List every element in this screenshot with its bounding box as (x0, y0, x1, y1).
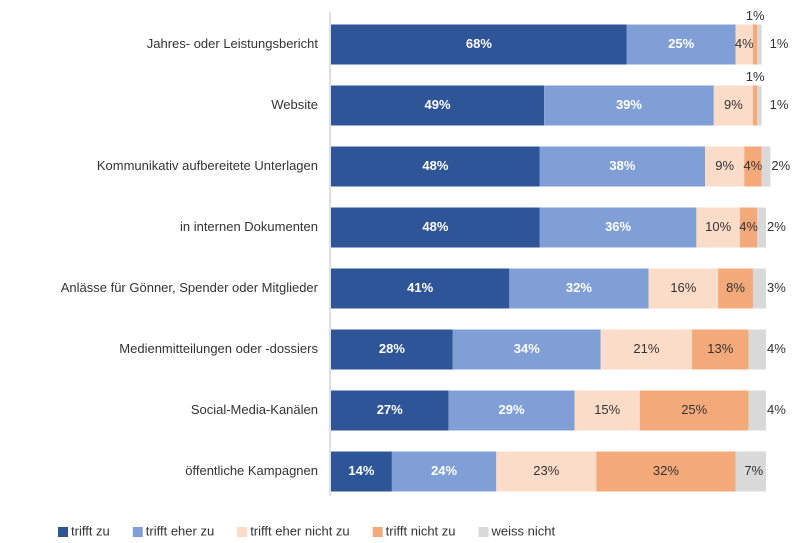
value-label: 68% (466, 36, 492, 51)
value-label: 4% (767, 341, 786, 356)
bar-segment (748, 390, 766, 431)
value-label: 14% (348, 463, 374, 478)
bar-segment (735, 24, 753, 65)
value-label: 3% (767, 280, 786, 295)
bar-segment (626, 24, 736, 65)
value-label: 10% (705, 219, 731, 234)
bar-segment (705, 146, 745, 187)
bar-segment (600, 329, 693, 370)
category-label: Medienmitteilungen oder -dossiers (119, 341, 318, 356)
legend-swatch (58, 527, 68, 537)
legend-label: trifft zu (71, 523, 110, 538)
bar-segment (452, 329, 601, 370)
category-label: in internen Dokumenten (180, 219, 318, 234)
value-label: 48% (422, 158, 448, 173)
bar-segment (331, 24, 627, 65)
bar-segment (752, 268, 766, 309)
bar-segment (748, 329, 766, 370)
value-label: 34% (514, 341, 540, 356)
bar-segment (539, 207, 697, 248)
bar-segment (752, 85, 758, 126)
bar-segment (331, 85, 545, 126)
value-label: 32% (566, 280, 592, 295)
value-label: 48% (422, 219, 448, 234)
category-label: öffentliche Kampagnen (185, 463, 318, 478)
bar-segment (509, 268, 649, 309)
value-label: 4% (767, 402, 786, 417)
value-label: 49% (425, 97, 451, 112)
legend-label: weiss nicht (491, 523, 556, 538)
value-label: 7% (744, 463, 763, 478)
value-label: 8% (726, 280, 745, 295)
value-label: 32% (653, 463, 679, 478)
value-label: 1% (746, 69, 765, 84)
category-label: Kommunikativ aufbereitete Unterlagen (97, 158, 318, 173)
bar-segment (713, 85, 753, 126)
bar-segment (639, 390, 749, 431)
bar-segment (331, 207, 540, 248)
bar-segment (539, 146, 706, 187)
bar-segment (331, 451, 392, 492)
value-label: 4% (735, 36, 754, 51)
bar-segment (331, 146, 540, 187)
bar-segment (744, 146, 762, 187)
value-label: 4% (739, 219, 758, 234)
bar-segment (496, 451, 597, 492)
bar-segment (574, 390, 640, 431)
value-label: 39% (616, 97, 642, 112)
category-label: Anlässe für Gönner, Spender oder Mitglie… (61, 280, 319, 295)
value-label: 2% (767, 219, 786, 234)
category-label: Jahres- oder Leistungsbericht (147, 36, 319, 51)
bar-segment (757, 24, 762, 65)
bar-segment (331, 329, 453, 370)
value-label: 23% (533, 463, 559, 478)
legend-swatch (237, 527, 248, 537)
category-label: Social-Media-Kanälen (191, 402, 318, 417)
value-label: 16% (670, 280, 696, 295)
bar-segment (331, 390, 449, 431)
value-label: 38% (609, 158, 635, 173)
legend-label: trifft nicht zu (386, 523, 456, 538)
value-label: 15% (594, 402, 620, 417)
value-label: 2% (771, 158, 790, 173)
value-label: 36% (605, 219, 631, 234)
value-label: 28% (379, 341, 405, 356)
bar-segment (648, 268, 719, 309)
legend-swatch (132, 527, 143, 537)
bar-segment (331, 268, 510, 309)
legend-label: trifft eher nicht zu (250, 523, 349, 538)
value-label: 27% (377, 402, 403, 417)
bar-segment (448, 390, 575, 431)
value-label: 41% (407, 280, 433, 295)
bar-segment (391, 451, 497, 492)
legend-swatch (372, 527, 383, 537)
value-label: 1% (746, 8, 765, 23)
bar-segment (739, 207, 758, 248)
bar-segment (718, 268, 753, 309)
legend-swatch (478, 527, 489, 537)
value-label: 25% (681, 402, 707, 417)
bar-segment (735, 451, 766, 492)
value-label: 29% (499, 402, 525, 417)
bar-segment (696, 207, 740, 248)
value-label: 21% (633, 341, 659, 356)
bar-segment (761, 146, 771, 187)
bar-segment (757, 85, 762, 126)
value-label: 9% (715, 158, 734, 173)
bar-segment (596, 451, 736, 492)
value-label: 13% (707, 341, 733, 356)
value-label: 1% (770, 36, 789, 51)
value-label: 4% (744, 158, 763, 173)
bar-segment (757, 207, 766, 248)
bar-segment (544, 85, 714, 126)
legend-label: trifft eher zu (146, 523, 214, 538)
value-label: 1% (770, 97, 789, 112)
value-label: 25% (668, 36, 694, 51)
value-label: 9% (724, 97, 743, 112)
category-label: Website (271, 97, 318, 112)
value-label: 24% (431, 463, 457, 478)
bar-segment (692, 329, 749, 370)
bar-segment (752, 24, 758, 65)
